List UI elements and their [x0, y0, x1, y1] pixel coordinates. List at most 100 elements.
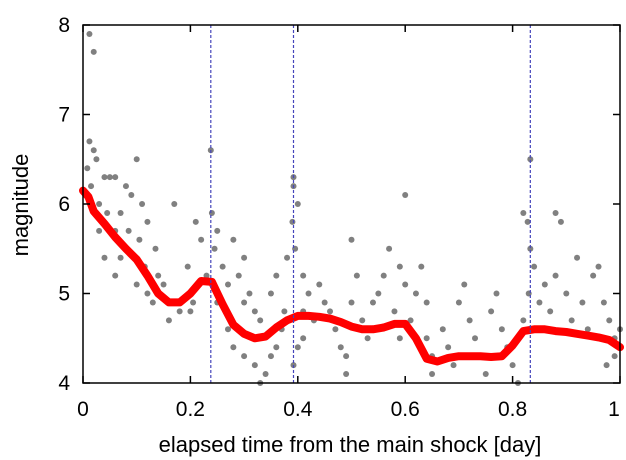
data-point: [423, 299, 430, 306]
data-point: [144, 218, 151, 225]
data-point: [407, 317, 414, 324]
data-point: [289, 218, 296, 225]
data-point: [90, 147, 97, 154]
data-point: [461, 281, 468, 288]
data-point: [122, 183, 129, 190]
data-point: [455, 299, 462, 306]
data-point: [136, 236, 143, 243]
data-point: [101, 174, 108, 181]
data-point: [300, 335, 307, 342]
data-point: [267, 353, 274, 360]
data-point: [284, 254, 291, 261]
data-point: [386, 245, 393, 252]
data-point: [493, 290, 500, 297]
data-point: [155, 272, 162, 279]
data-point: [219, 263, 226, 270]
data-point: [364, 335, 371, 342]
data-point: [498, 326, 505, 333]
data-point: [611, 353, 618, 360]
data-point: [600, 299, 607, 306]
data-point: [343, 353, 350, 360]
data-point: [257, 317, 264, 324]
data-point: [224, 281, 231, 288]
data-point: [590, 272, 597, 279]
data-point: [96, 227, 103, 234]
data-point: [214, 227, 221, 234]
data-point: [112, 272, 119, 279]
data-point: [192, 218, 199, 225]
data-point: [86, 138, 93, 145]
data-point: [117, 209, 124, 216]
x-tick-label: 0.2: [176, 398, 205, 421]
data-point: [149, 299, 156, 306]
data-point: [241, 299, 248, 306]
data-point: [187, 308, 194, 315]
data-point: [251, 362, 258, 369]
x-tick-label: 0.8: [498, 398, 527, 421]
y-tick-label: 7: [58, 104, 70, 127]
y-axis-ticks: 4 5 6 7 8: [58, 14, 620, 395]
data-point: [348, 236, 355, 243]
data-point: [396, 263, 403, 270]
data-point: [117, 254, 124, 261]
data-point: [184, 263, 191, 270]
data-point: [359, 317, 366, 324]
data-point: [520, 209, 527, 216]
data-point: [106, 174, 113, 181]
data-point: [327, 308, 334, 315]
data-point: [402, 192, 409, 199]
data-point: [208, 209, 215, 216]
data-point: [211, 245, 218, 252]
y-tick-label: 4: [58, 372, 70, 395]
data-point: [235, 272, 242, 279]
data-point: [353, 272, 360, 279]
data-point: [230, 236, 237, 243]
data-point: [396, 335, 403, 342]
data-point: [527, 156, 534, 163]
data-point: [536, 299, 543, 306]
y-tick-label: 6: [58, 193, 70, 216]
data-point: [541, 281, 548, 288]
data-point: [332, 326, 339, 333]
data-point: [133, 156, 140, 163]
data-point: [294, 201, 301, 207]
data-point: [552, 209, 559, 216]
data-point: [563, 290, 570, 297]
data-point: [165, 317, 172, 324]
data-point: [439, 326, 446, 333]
data-point: [176, 308, 183, 315]
data-point: [606, 317, 613, 324]
data-point: [547, 308, 554, 315]
data-point: [160, 281, 167, 288]
data-point: [450, 362, 457, 369]
data-point: [305, 290, 312, 297]
data-point: [203, 272, 210, 279]
data-point: [273, 272, 280, 279]
data-point: [412, 290, 419, 297]
data-point: [241, 353, 248, 360]
data-point: [241, 254, 248, 261]
data-point: [391, 308, 398, 315]
data-point: [88, 183, 95, 190]
data-point: [488, 308, 495, 315]
data-point: [531, 263, 538, 270]
data-point: [402, 281, 409, 288]
data-point: [527, 245, 534, 252]
x-tick-label: 1: [608, 398, 620, 421]
data-point: [418, 263, 425, 270]
data-point: [128, 192, 135, 199]
data-point: [337, 344, 344, 351]
data-point: [246, 290, 253, 297]
data-point: [316, 281, 323, 288]
data-point: [224, 326, 231, 333]
data-point: [472, 335, 479, 342]
data-point: [574, 254, 581, 261]
data-point: [84, 165, 91, 172]
y-axis-label: magnitude: [8, 154, 33, 257]
data-point: [466, 317, 473, 324]
data-point: [380, 272, 387, 279]
data-point: [86, 30, 93, 37]
data-point: [198, 236, 205, 243]
data-point: [251, 308, 258, 315]
